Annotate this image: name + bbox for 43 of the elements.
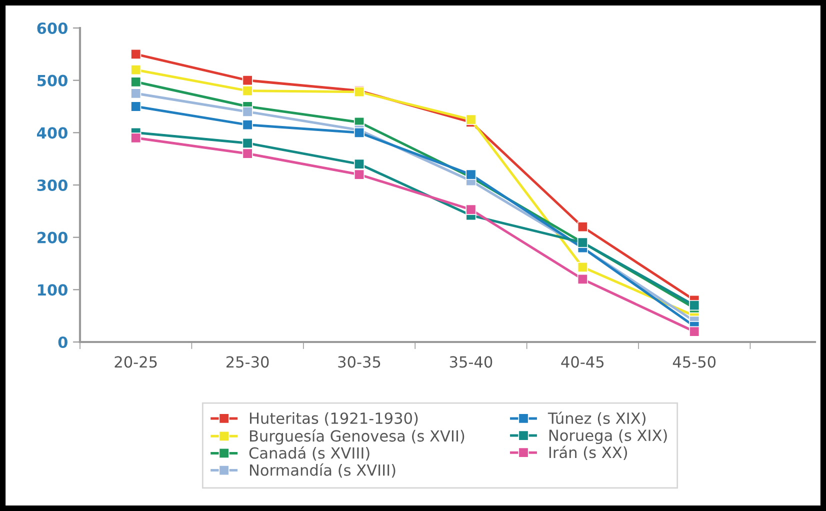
point [577, 262, 588, 272]
point [130, 76, 142, 88]
point [242, 86, 253, 96]
point [577, 274, 588, 284]
point [242, 148, 253, 159]
point [354, 158, 365, 170]
legend-label: Túnez (s XIX) [548, 412, 646, 426]
point [354, 127, 365, 138]
point [242, 106, 253, 118]
point [577, 222, 588, 232]
legend-label: Huteritas (1921-1930) [250, 412, 418, 426]
point [130, 88, 142, 99]
y-tick-label: 200 [38, 232, 68, 244]
x-tick-label: 25-30 [226, 356, 269, 368]
legend-label: Canadá (s XVIII) [249, 446, 370, 461]
x-tick-label: 30-35 [338, 356, 380, 368]
point [466, 169, 476, 180]
point [354, 169, 365, 180]
point [242, 75, 253, 86]
point [466, 204, 476, 215]
x-tick-label: 40-45 [561, 356, 604, 368]
x-tick-label: 35-40 [450, 356, 492, 368]
legend-label: Irán (s XX) [549, 446, 627, 460]
y-tick-label: 300 [37, 179, 68, 192]
y-tick-label: 500 [37, 74, 68, 86]
y-tick-label: 600 [37, 22, 68, 34]
y-tick-label: 100 [38, 284, 68, 296]
legend-label: Noruega (s XIX) [549, 429, 667, 444]
point [242, 138, 253, 148]
legend-label: Normandía (s XVIII) [250, 463, 396, 478]
legend-label: Burguesía Genovesa (s XVII) [250, 429, 464, 445]
x-tick-label: 20-25 [114, 356, 157, 368]
y-tick-label: 0 [58, 336, 68, 348]
point [242, 120, 253, 130]
point [466, 114, 476, 125]
point [130, 48, 142, 60]
point [689, 300, 700, 311]
point [689, 326, 700, 337]
point [130, 132, 142, 144]
point [130, 64, 142, 76]
y-tick-label: 400 [36, 127, 68, 139]
point [130, 101, 142, 112]
x-tick-label: 45-50 [672, 356, 716, 368]
